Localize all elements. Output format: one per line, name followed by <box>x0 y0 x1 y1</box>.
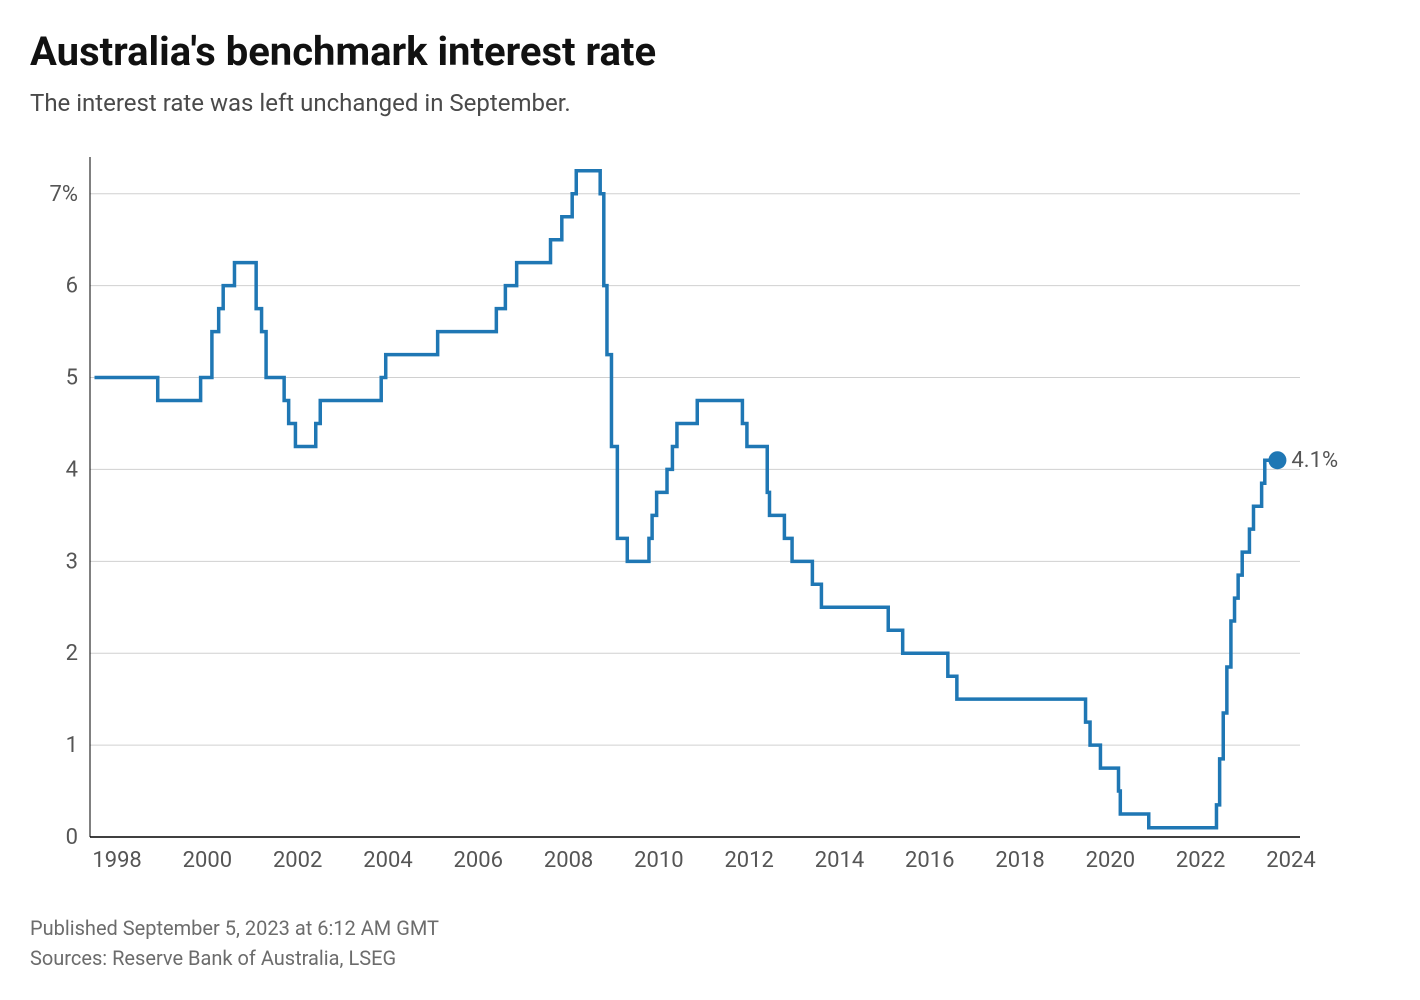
x-tick-label: 1998 <box>92 848 141 873</box>
y-tick-label: 4 <box>66 457 78 482</box>
chart-container: 0 1 2 3 4 5 6 7% 1998 2000 2002 2004 2006 2008 2010 201… <box>30 147 1390 887</box>
y-tick-label: 6 <box>66 274 78 299</box>
chart-footer: Published September 5, 2023 at 6:12 AM G… <box>30 913 1390 973</box>
x-tick-label: 2014 <box>815 848 864 873</box>
rate-line <box>95 171 1278 828</box>
endpoint-marker <box>1268 451 1286 469</box>
chart-page: Australia's benchmark interest rate The … <box>0 0 1420 1000</box>
y-tick-label: 3 <box>66 549 78 574</box>
x-tick-label: 2012 <box>724 848 773 873</box>
page-subtitle: The interest rate was left unchanged in … <box>30 89 1390 117</box>
x-tick-label: 2024 <box>1266 848 1315 873</box>
y-tick-label: 0 <box>66 825 78 850</box>
x-tick-label: 2008 <box>544 848 593 873</box>
x-tick-label: 2022 <box>1176 848 1225 873</box>
x-tick-label: 2010 <box>634 848 683 873</box>
x-tick-label: 2018 <box>995 848 1044 873</box>
x-tick-label: 2004 <box>363 848 412 873</box>
x-tick-label: 2006 <box>454 848 503 873</box>
page-title: Australia's benchmark interest rate <box>30 28 1390 75</box>
interest-rate-chart: 0 1 2 3 4 5 6 7% 1998 2000 2002 2004 2006 2008 2010 201… <box>30 147 1390 887</box>
y-tick-label: 2 <box>66 641 78 666</box>
x-tick-label: 2002 <box>273 848 322 873</box>
x-tick-label: 2020 <box>1086 848 1135 873</box>
y-tick-label: 1 <box>66 733 78 758</box>
y-tick-label: 5 <box>66 366 78 391</box>
sources-line: Sources: Reserve Bank of Australia, LSEG <box>30 943 1390 973</box>
endpoint-label: 4.1% <box>1291 448 1338 473</box>
published-line: Published September 5, 2023 at 6:12 AM G… <box>30 913 1390 943</box>
y-tick-label: 7% <box>50 182 78 207</box>
x-tick-label: 2000 <box>183 848 232 873</box>
x-tick-label: 2016 <box>905 848 954 873</box>
